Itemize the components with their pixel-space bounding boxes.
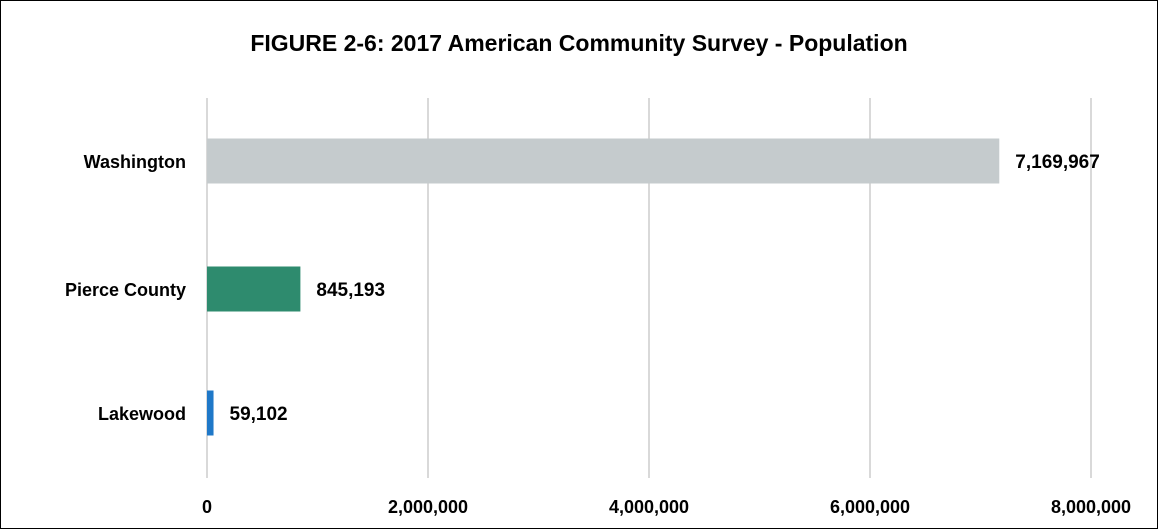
x-tick-label: 4,000,000	[609, 497, 689, 517]
x-tick-label: 2,000,000	[388, 497, 468, 517]
data-label: 845,193	[316, 280, 385, 301]
category-label: Pierce County	[65, 280, 186, 300]
bar	[207, 390, 214, 436]
x-tick-label: 8,000,000	[1051, 497, 1131, 517]
x-axis-tick-labels: 0 2,000,000 4,000,000 6,000,000 8,000,000	[202, 497, 1131, 517]
category-label: Washington	[84, 152, 186, 172]
category-label: Lakewood	[98, 404, 186, 424]
bars	[207, 138, 1000, 436]
data-labels: 7,169,967 845,193 59,102	[230, 152, 1100, 425]
data-label: 59,102	[230, 404, 288, 425]
chart-title: FIGURE 2-6: 2017 American Community Surv…	[250, 30, 908, 56]
category-labels: Washington Pierce County Lakewood	[65, 152, 186, 424]
data-label: 7,169,967	[1015, 152, 1100, 173]
bar	[207, 266, 301, 312]
x-tick-label: 6,000,000	[830, 497, 910, 517]
bar	[207, 138, 1000, 184]
x-tick-label: 0	[202, 497, 212, 517]
